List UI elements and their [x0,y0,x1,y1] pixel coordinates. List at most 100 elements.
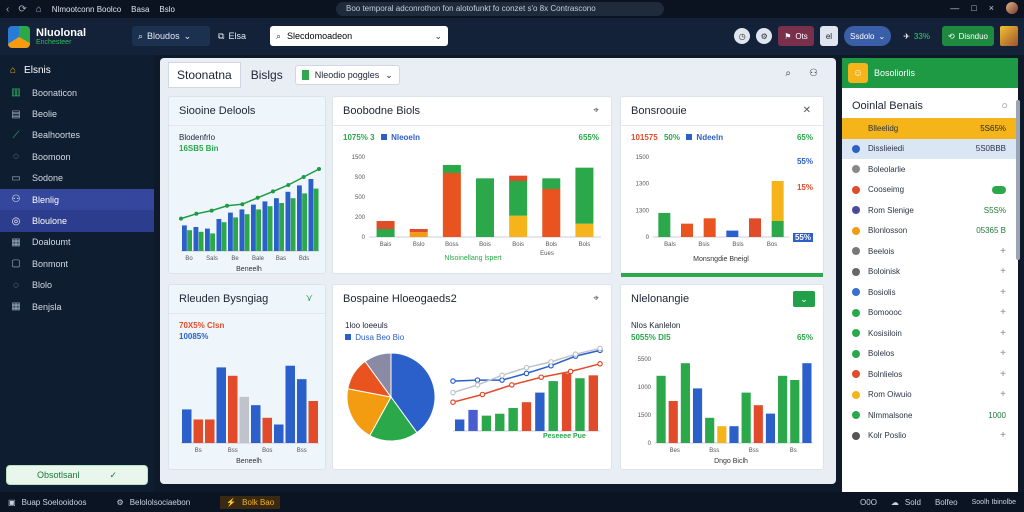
right-panel-row[interactable]: Bolelos + [842,344,1018,365]
right-panel-row[interactable]: Kosisiloin + [842,323,1018,344]
add-icon[interactable]: + [1000,245,1006,257]
bar-segment [681,223,693,237]
status-item-label: Sold [904,497,921,507]
sidebar-item-5[interactable]: ▭ Sodone [0,168,154,189]
header-pill-2[interactable]: el [819,26,839,46]
sidebar-item-10[interactable]: ◌ Blolo [0,275,154,296]
header-pill-3[interactable]: Ssdolo ⌄ [844,26,892,46]
right-panel-row[interactable]: Kolr Poslio + [842,426,1018,447]
toggle-switch[interactable] [992,185,1006,194]
main-select[interactable]: Nleodio poggles ⌄ [294,65,400,85]
reload-icon[interactable]: ⟳ [18,3,27,15]
search-icon[interactable]: ⌕ [785,68,792,79]
line-point [597,360,603,367]
sidebar-bottom-button[interactable]: Obsotlsanl ✓ [6,465,148,485]
line-point [523,364,530,371]
status-item[interactable]: ▣ Buap Soelooidoos [8,498,87,507]
status-dot-icon [852,185,860,194]
right-panel-row[interactable]: Cooseimg [842,180,1018,201]
close-icon[interactable]: ✕ [802,105,811,116]
add-icon[interactable]: + [1000,368,1006,380]
status-item[interactable]: ⚙ Belololsociaebon [117,498,191,507]
right-panel-row[interactable]: Blonlosson 05365 B [842,221,1018,242]
home-icon[interactable]: ⌂ [35,3,42,15]
header-pill-5[interactable]: ⟲ Disnduo [941,26,994,46]
bar [228,212,233,251]
sidebar-item-1[interactable]: ▥ Boonaticon [0,82,154,103]
tab-blogs[interactable]: Bislgs [250,68,283,82]
pin-icon[interactable]: ⌖ [593,105,599,116]
sidebar-item-6[interactable]: ⚇ Blenlig [0,188,154,211]
line-point [474,377,481,383]
right-panel-row[interactable]: Boloinisk + [842,262,1018,283]
status-item[interactable]: Bolfeo [934,497,958,507]
close-window-button[interactable]: × [988,3,994,13]
settings-icon[interactable]: ⚙ [756,28,773,44]
sidebar-item-11[interactable]: ▦ Benjsla [0,296,154,317]
bar [251,204,256,251]
search-input[interactable] [287,31,429,41]
add-icon[interactable]: + [1000,327,1006,339]
right-panel-row[interactable]: Blleelidg 5S65% [842,118,1018,139]
bar-segment [575,167,594,205]
add-icon[interactable]: + [1000,307,1006,319]
user-avatar[interactable] [1000,26,1018,46]
header-select-1[interactable]: ⌕ Bloudos ⌄ [132,26,210,46]
chevron-down-icon[interactable]: ⌄ [434,30,442,41]
sidebar-item-7[interactable]: ◎ Bloulone [0,210,154,232]
header-select-2[interactable]: ⧉ Elsa [218,26,246,46]
circle-icon[interactable]: ○ [1001,100,1008,112]
pin-icon[interactable]: ⌖ [593,293,599,304]
add-icon[interactable]: + [1000,430,1006,442]
add-icon[interactable]: + [1000,286,1006,298]
dropdown-button[interactable]: ⌄ [793,291,815,307]
back-icon[interactable]: ‹ [6,3,10,15]
card-title: Boobodne Biols [343,105,421,117]
app-logo[interactable]: Nluolonal Enchesteer [0,25,130,48]
status-item[interactable]: ☁ Sold [891,498,921,507]
browser-tab-1[interactable]: Nlmootconn Boolco [51,4,122,14]
browser-tab-2[interactable]: Basa [131,4,150,14]
status-item[interactable]: O0O [860,497,877,507]
maximize-button[interactable]: □ [971,3,977,13]
clock-icon[interactable]: ◷ [734,28,751,44]
browser-tab-3[interactable]: Bslo [159,4,175,14]
sidebar-item-8[interactable]: ▦ Doaloumt [0,232,154,253]
right-panel-row[interactable]: Bomoooc + [842,303,1018,324]
profile-avatar[interactable] [1006,2,1018,14]
check-icon: ✓ [109,469,118,480]
header-pill-4[interactable]: ✈ 33% [897,26,936,46]
right-panel-row[interactable]: Boleolarlie [842,159,1018,180]
search-box[interactable]: ⌕ ⌄ [270,26,448,46]
right-panel-row[interactable]: Disslieiedi 5S0BBB [842,138,1018,159]
legend-row: Dusa Beo Bio [345,333,404,342]
tick-label: 5500 [638,357,652,363]
right-panel-row[interactable]: Nlmmalsone 1000 [842,405,1018,426]
right-panel-row[interactable]: Rom Slenige S5S% [842,200,1018,221]
right-panel-row[interactable]: Bolnlielos + [842,364,1018,385]
line-point [317,167,321,171]
status-item[interactable]: Soolh Ibinolbe [971,498,1016,506]
tick-label: Bale [252,256,265,262]
header-pill-1[interactable]: ⚑ Ots [778,26,814,46]
minimize-button[interactable]: — [950,3,960,13]
combo-chart [450,345,603,432]
add-icon[interactable]: + [1000,348,1006,360]
bar [521,402,532,431]
address-bar[interactable]: Boo temporal adconrothon fon alotofunkt … [336,2,664,16]
right-panel-row[interactable]: Bosiolis + [842,282,1018,303]
sidebar-item-9[interactable]: ▢ Bonmont [0,253,154,274]
tick-label: 500 [355,195,366,201]
add-icon[interactable]: + [1000,266,1006,278]
sidebar-item-3[interactable]: ⟋ Bealhoortes [0,125,154,146]
card-stat: 655% [578,133,599,142]
right-panel-row[interactable]: Beelois + [842,241,1018,262]
scrollbar[interactable] [1016,100,1020,260]
add-icon[interactable]: + [1000,389,1006,401]
status-item-highlight[interactable]: ⚡ Bolk Bao [220,495,281,509]
user-icon[interactable]: ⚇ [809,68,818,79]
tab-overview[interactable]: Stoonatna [168,62,241,88]
right-panel-row[interactable]: Rom Oiwuio + [842,385,1018,406]
sidebar-item-4[interactable]: ◌ Boomoon [0,146,154,167]
sidebar-item-2[interactable]: ▤ Beolie [0,103,154,124]
